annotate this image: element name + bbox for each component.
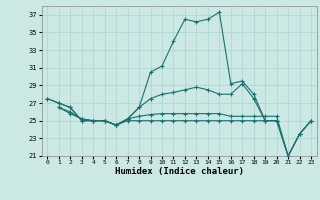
X-axis label: Humidex (Indice chaleur): Humidex (Indice chaleur) xyxy=(115,167,244,176)
